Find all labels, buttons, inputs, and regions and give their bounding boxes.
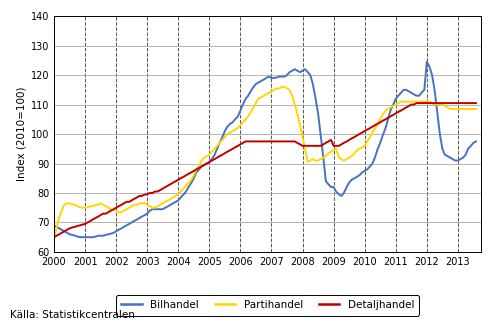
Partihandel [279, 85, 285, 89]
Detaljhandel [359, 130, 365, 134]
Detaljhandel [455, 101, 461, 105]
Partihandel [362, 144, 368, 148]
Bilhandel [77, 235, 83, 239]
Detaljhandel [413, 101, 419, 105]
Legend: Bilhandel, Partihandel, Detaljhandel: Bilhandel, Partihandel, Detaljhandel [116, 295, 419, 316]
Bilhandel [473, 140, 479, 143]
Partihandel [222, 135, 228, 139]
Bilhandel [255, 80, 261, 84]
Bilhandel [424, 60, 430, 64]
Partihandel [51, 235, 57, 239]
Detaljhandel [51, 235, 57, 239]
Partihandel [380, 113, 385, 117]
Line: Detaljhandel: Detaljhandel [54, 103, 476, 237]
Partihandel [455, 107, 461, 111]
Detaljhandel [473, 101, 479, 105]
Bilhandel [458, 157, 464, 161]
Partihandel [116, 210, 122, 214]
Detaljhandel [377, 120, 383, 124]
Detaljhandel [253, 140, 259, 143]
Bilhandel [380, 134, 385, 138]
Partihandel [253, 101, 259, 105]
Line: Bilhandel: Bilhandel [54, 62, 476, 237]
Detaljhandel [116, 204, 122, 208]
Bilhandel [224, 125, 230, 129]
Bilhandel [118, 226, 124, 230]
Detaljhandel [222, 151, 228, 155]
Partihandel [473, 107, 479, 111]
Line: Partihandel: Partihandel [54, 87, 476, 237]
Text: Källa: Statistikcentralen: Källa: Statistikcentralen [10, 310, 135, 320]
Bilhandel [362, 169, 368, 173]
Bilhandel [51, 224, 57, 227]
Y-axis label: Index (2010=100): Index (2010=100) [17, 87, 27, 181]
